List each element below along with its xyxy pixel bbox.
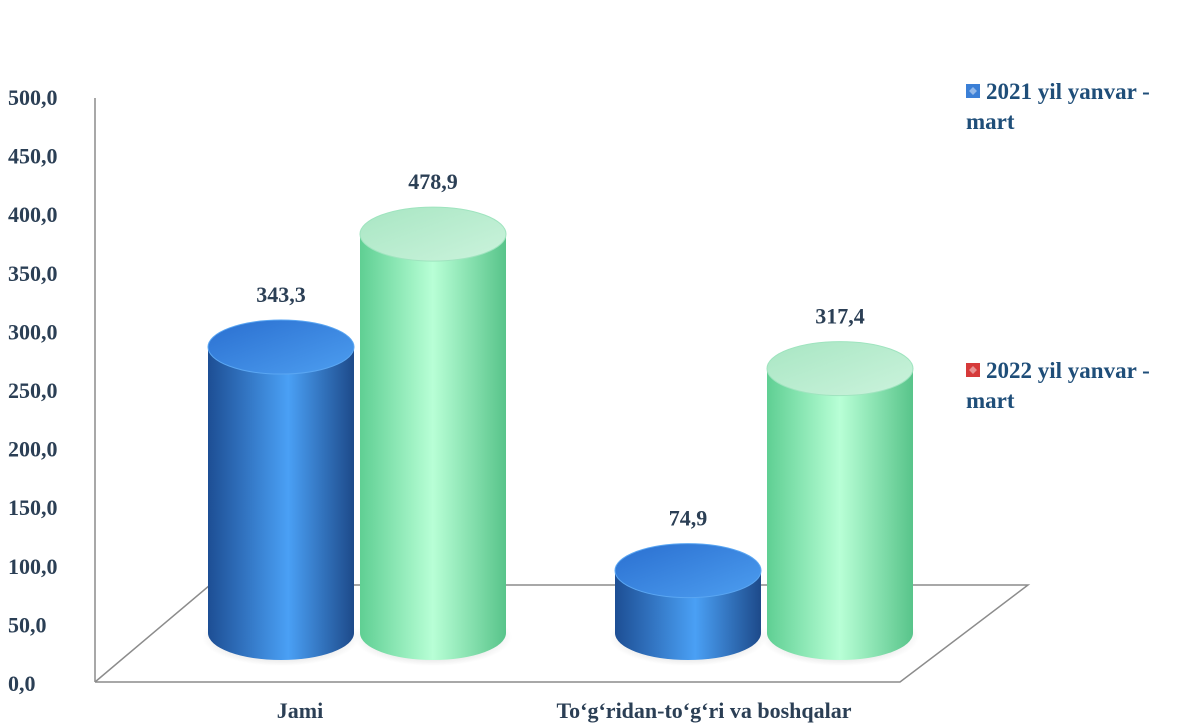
bars (202, 207, 919, 666)
y-tick-label: 200,0 (8, 437, 58, 462)
y-tick-label: 400,0 (8, 202, 58, 227)
legend-swatch-2022 (966, 363, 980, 377)
legend-label-2022: 2022 yil yanvar - mart (966, 358, 1150, 413)
data-label: 317,4 (815, 304, 865, 329)
bar-top (615, 544, 761, 598)
y-tick-label: 500,0 (8, 85, 58, 110)
category-labels: Jami To‘g‘ridan-to‘g‘ri va boshqalar (277, 698, 852, 723)
y-tick-label: 50,0 (8, 612, 47, 637)
category-label: Jami (277, 698, 323, 723)
y-tick-label: 100,0 (8, 554, 58, 579)
bar-0-0 (202, 320, 360, 666)
y-tick-label: 350,0 (8, 261, 58, 286)
y-tick-label: 250,0 (8, 378, 58, 403)
legend-swatch-2021 (966, 84, 980, 98)
category-label: To‘g‘ridan-to‘g‘ri va boshqalar (557, 698, 852, 723)
bar-1-0 (354, 207, 512, 666)
y-axis-ticks: 0,0 50,0 100,0 150,0 200,0 250,0 300,0 350,0 400… (8, 85, 58, 696)
bar-top (360, 207, 506, 261)
y-tick-label: 450,0 (8, 144, 58, 169)
data-label: 343,3 (256, 282, 306, 307)
y-tick-label: 300,0 (8, 319, 58, 344)
bar-body (208, 347, 354, 660)
bar-1-1 (761, 342, 919, 666)
bar-0-1 (609, 544, 767, 666)
data-label: 74,9 (669, 506, 708, 531)
bar-body (360, 234, 506, 660)
data-label: 478,9 (408, 169, 458, 194)
bar-body (767, 369, 913, 660)
y-tick-label: 150,0 (8, 495, 58, 520)
legend-label-2021: 2021 yil yanvar - mart (966, 79, 1150, 134)
bar-top (208, 320, 354, 374)
legend-item-2021: 2021 yil yanvar - mart (966, 77, 1196, 137)
bar-top (767, 342, 913, 396)
y-tick-label: 0,0 (8, 671, 36, 696)
legend-item-2022: 2022 yil yanvar - mart (966, 356, 1196, 416)
